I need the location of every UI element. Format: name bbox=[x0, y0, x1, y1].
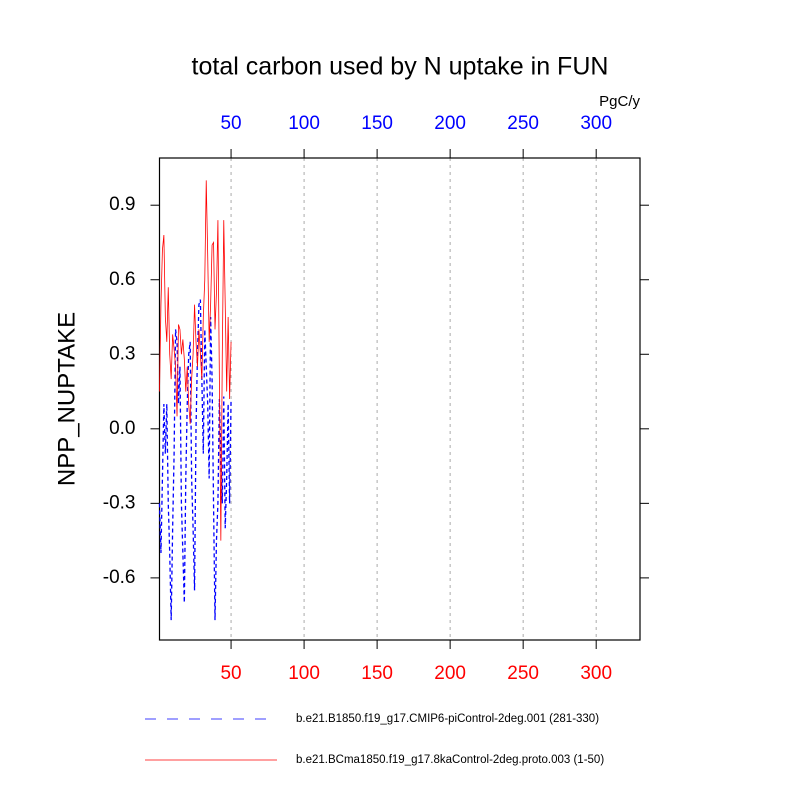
units-label: PgC/y bbox=[599, 93, 640, 110]
x-tick-label-top: 200 bbox=[434, 113, 466, 134]
x-tick-label-top: 100 bbox=[288, 113, 320, 134]
chart-title: total carbon used by N uptake in FUN bbox=[192, 53, 609, 81]
y-tick-label: 0.0 bbox=[109, 418, 135, 439]
plot-frame bbox=[158, 157, 641, 641]
y-tick-label: 0.6 bbox=[109, 269, 135, 290]
x-tick-label: 150 bbox=[361, 663, 393, 684]
x-tick-label: 50 bbox=[220, 663, 241, 684]
x-tick-label: 200 bbox=[434, 663, 466, 684]
x-tick-label-top: 150 bbox=[361, 113, 393, 134]
x-tick-label-top: 50 bbox=[220, 113, 241, 134]
y-tick-label: -0.3 bbox=[103, 492, 136, 513]
y-tick-label: 0.3 bbox=[109, 343, 135, 364]
y-tick-label: -0.6 bbox=[103, 567, 136, 588]
x-tick-label: 100 bbox=[288, 663, 320, 684]
x-tick-label: 300 bbox=[580, 663, 612, 684]
x-tick-label-top: 300 bbox=[580, 113, 612, 134]
y-tick-label: 0.9 bbox=[109, 194, 135, 215]
x-tick-label: 250 bbox=[507, 663, 539, 684]
series-line bbox=[158, 299, 232, 621]
legend-label: b.e21.B1850.f19_g17.CMIP6-piControl-2deg… bbox=[296, 713, 599, 725]
legend-label: b.e21.BCma1850.f19_g17.8kaControl-2deg.p… bbox=[296, 754, 604, 766]
y-axis-label: NPP_NUPTAKE bbox=[53, 312, 80, 486]
series-line bbox=[159, 180, 232, 541]
x-tick-label-top: 250 bbox=[507, 113, 539, 134]
